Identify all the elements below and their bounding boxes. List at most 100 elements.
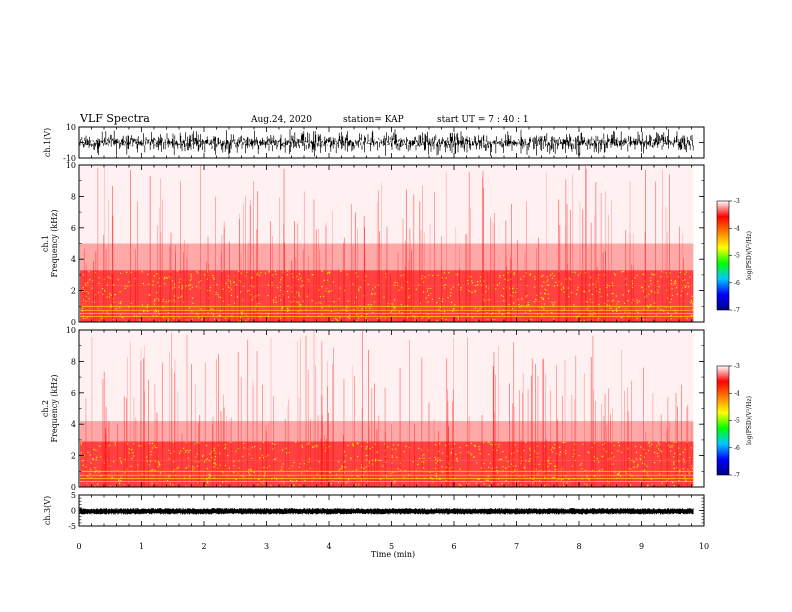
spectral-speckle: [243, 442, 245, 445]
spectral-speckle: [548, 284, 550, 286]
spectral-speckle: [395, 448, 397, 450]
spectral-speckle: [666, 289, 668, 291]
spectral-speckle: [437, 274, 439, 277]
spectral-speckle: [661, 451, 663, 453]
spectral-speckle: [661, 271, 663, 273]
spectral-speckle: [301, 444, 303, 446]
spectral-speckle: [301, 446, 304, 448]
spectral-speckle: [426, 290, 429, 292]
spectral-speckle: [120, 462, 123, 464]
spectral-speckle: [492, 307, 495, 309]
spectral-speckle: [185, 451, 187, 453]
spectral-speckle: [498, 311, 500, 313]
spectral-speckle: [536, 313, 538, 315]
spectral-speckle: [396, 282, 399, 284]
spectral-speckle: [190, 275, 192, 277]
spectral-speckle: [106, 284, 109, 286]
spectral-speckle: [361, 464, 363, 466]
spectral-speckle: [219, 464, 221, 466]
spectral-speckle: [174, 295, 176, 297]
spectral-speckle: [566, 482, 568, 484]
spectral-speckle: [606, 286, 608, 289]
spectral-speckle: [552, 318, 555, 320]
spectral-speckle: [613, 444, 615, 446]
spectral-speckle: [653, 462, 656, 464]
spectral-speckle: [224, 447, 227, 449]
spectral-speckle: [83, 299, 85, 301]
spectral-speckle: [103, 462, 106, 464]
spectral-speckle: [379, 485, 381, 487]
spectral-speckle: [657, 307, 659, 309]
spectral-speckle: [82, 290, 84, 292]
spectral-speckle: [247, 469, 249, 471]
spectral-speckle: [457, 318, 460, 320]
spectral-speckle: [204, 460, 206, 463]
spectral-speckle: [275, 458, 277, 460]
colorbar-tick-label: -5: [734, 253, 740, 260]
spectral-speckle: [500, 458, 502, 460]
spectral-speckle: [511, 453, 513, 455]
spectral-speckle: [94, 467, 96, 469]
spectral-speckle: [361, 466, 363, 468]
spectral-speckle: [212, 274, 214, 277]
spectral-speckle: [553, 476, 556, 478]
spectral-speckle: [156, 291, 158, 294]
spectral-speckle: [423, 461, 425, 463]
spectral-speckle: [553, 285, 555, 287]
spectral-speckle: [562, 482, 564, 484]
spectral-speckle: [391, 456, 393, 458]
spectral-speckle: [222, 471, 224, 473]
spectral-speckle: [366, 313, 368, 315]
spectral-speckle: [628, 457, 630, 460]
spectral-speckle: [257, 294, 260, 296]
spectral-speckle: [650, 280, 652, 282]
spectral-speckle: [435, 473, 438, 475]
spectral-speckle: [151, 483, 153, 485]
spectrogram-image: [80, 330, 694, 489]
spectral-speckle: [349, 314, 351, 316]
spectral-speckle: [212, 308, 214, 310]
spectral-speckle: [657, 441, 660, 443]
spectral-speckle: [471, 282, 473, 284]
spectral-speckle: [262, 483, 264, 485]
spectral-speckle: [307, 278, 309, 281]
y-tick-label: 2: [71, 452, 76, 461]
spectral-speckle: [641, 286, 644, 289]
spectral-speckle: [308, 280, 310, 282]
spectral-speckle: [204, 461, 206, 463]
spectral-speckle: [241, 313, 243, 315]
spectral-speckle: [467, 451, 469, 453]
spectral-speckle: [365, 454, 367, 457]
spectral-speckle: [679, 453, 681, 456]
spectral-speckle: [301, 280, 303, 282]
spectral-speckle: [648, 286, 650, 288]
spectral-speckle: [379, 478, 382, 480]
spectral-speckle: [352, 444, 354, 446]
spectral-speckle: [487, 441, 489, 444]
spectral-speckle: [296, 291, 298, 293]
ch3-waveform-trace: [79, 508, 694, 515]
spectral-speckle: [654, 451, 656, 454]
spectral-speckle: [173, 450, 176, 453]
spectral-speckle: [187, 451, 190, 453]
spectral-speckle: [356, 275, 359, 278]
spectral-speckle: [492, 319, 494, 321]
spectral-speckle: [669, 272, 671, 274]
spectral-speckle: [474, 291, 476, 293]
spectral-speckle: [439, 478, 441, 480]
spectral-speckle: [162, 316, 164, 319]
spectral-speckle: [109, 485, 111, 487]
spectral-speckle: [169, 483, 171, 485]
spectral-speckle: [643, 448, 645, 451]
spectral-speckle: [366, 320, 368, 322]
spectral-speckle: [191, 318, 193, 320]
spectral-speckle: [682, 451, 684, 453]
spectral-speckle: [443, 272, 446, 274]
spectral-speckle: [214, 458, 216, 460]
spectral-speckle: [181, 287, 184, 289]
spectral-speckle: [368, 460, 370, 462]
spectral-speckle: [668, 444, 670, 446]
spectral-speckle: [528, 304, 530, 306]
spectral-speckle: [321, 307, 323, 309]
